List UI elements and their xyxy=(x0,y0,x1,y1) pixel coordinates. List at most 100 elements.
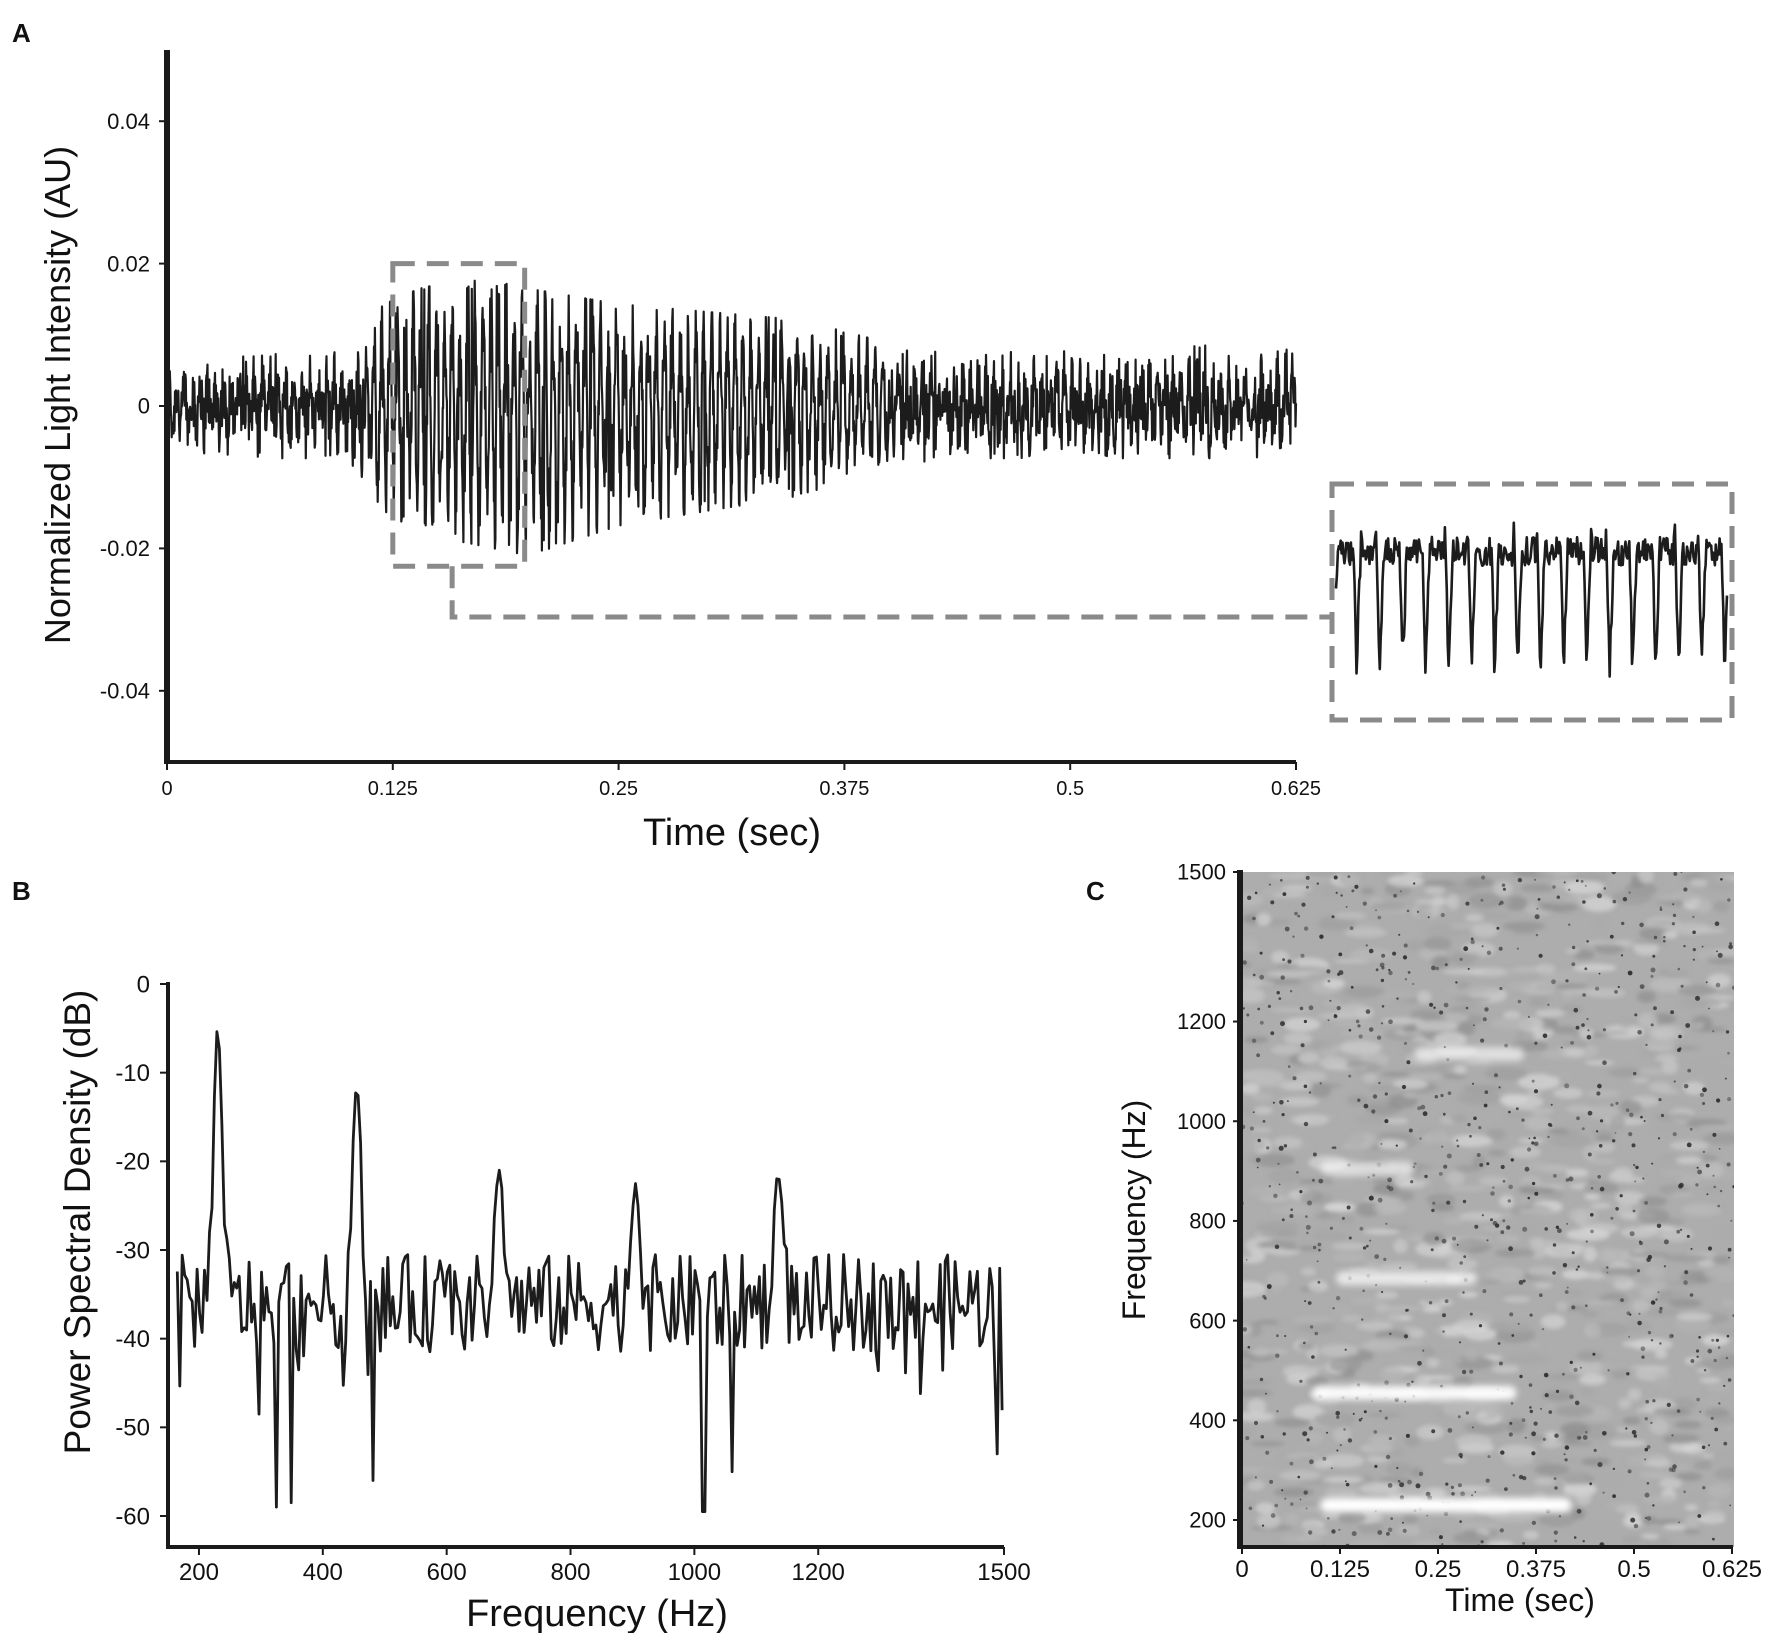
spectrogram-noise-dot xyxy=(1316,1260,1319,1263)
spectrogram-noise-dot xyxy=(1713,1185,1716,1189)
spectrogram-noise-dot xyxy=(1254,1476,1257,1479)
spectrogram-texture-patch xyxy=(1381,1017,1425,1024)
spectrogram-noise-dot xyxy=(1575,1025,1580,1030)
spectrogram-noise-dot xyxy=(1458,1341,1462,1344)
spectrogram-noise-dot xyxy=(1270,900,1275,905)
spectrogram-noise-dot xyxy=(1487,1455,1491,1459)
spectrogram-noise-dot xyxy=(1480,1038,1485,1043)
spectrogram-noise-dot xyxy=(1434,1095,1439,1099)
spectrogram-noise-dot xyxy=(1644,1201,1648,1205)
spectrogram-texture-patch xyxy=(1442,1402,1477,1418)
spectrogram-noise-dot xyxy=(1329,1226,1333,1230)
spectrogram-noise-dot xyxy=(1253,1420,1259,1426)
spectrogram-noise-dot xyxy=(1457,1483,1462,1488)
spectrogram-noise-dot xyxy=(1422,1349,1425,1352)
spectrogram-texture-patch xyxy=(1401,1486,1430,1500)
spectrogram-noise-dot xyxy=(1554,1539,1558,1543)
spectrogram-texture-patch xyxy=(1298,1052,1319,1064)
spectrogram-noise-dot xyxy=(1542,1437,1546,1441)
spectrogram-noise-dot xyxy=(1433,1006,1436,1009)
spectrogram-noise-dot xyxy=(1550,1103,1553,1106)
spectrogram-texture-patch xyxy=(1703,1396,1721,1407)
spectrogram-noise-dot xyxy=(1535,933,1539,937)
spectrogram-texture-patch xyxy=(1324,1203,1356,1212)
spectrogram-noise-dot xyxy=(1443,1002,1449,1008)
x-tick-label: 0.5 xyxy=(1617,1556,1650,1583)
spectrogram-noise-dot xyxy=(1406,1308,1410,1312)
spectrogram-noise-dot xyxy=(1380,978,1385,983)
spectrogram-texture-patch xyxy=(1377,1139,1408,1150)
spectrogram-noise-dot xyxy=(1631,1143,1636,1148)
spectrogram-texture-patch xyxy=(1344,1061,1366,1069)
spectrogram-noise-dot xyxy=(1404,1400,1407,1403)
spectrogram-noise-dot xyxy=(1371,1400,1373,1403)
spectrogram-texture-patch xyxy=(1549,1133,1592,1148)
spectrogram-noise-dot xyxy=(1582,900,1586,904)
spectrogram-noise-dot xyxy=(1499,1528,1504,1533)
spectrogram-texture-patch xyxy=(1627,1388,1642,1401)
spectrogram-noise-dot xyxy=(1672,1132,1677,1137)
spectrogram-noise-dot xyxy=(1663,1239,1669,1245)
spectrogram-noise-dot xyxy=(1388,1186,1394,1192)
spectrogram-noise-dot xyxy=(1630,1517,1636,1523)
spectrogram-texture-patch xyxy=(1583,1323,1602,1338)
spectrogram-texture-patch xyxy=(1625,1511,1640,1519)
spectrogram-texture-patch xyxy=(1360,887,1375,895)
x-tick-label: 400 xyxy=(303,1559,343,1586)
spectrogram-texture-patch xyxy=(1701,1334,1730,1346)
spectrogram-noise-dot xyxy=(1456,1244,1459,1246)
spectrogram-noise-dot xyxy=(1470,937,1474,941)
spectrogram-noise-dot xyxy=(1484,1090,1489,1094)
spectrogram-texture-patch xyxy=(1436,1059,1449,1076)
spectrogram-noise-dot xyxy=(1564,1445,1570,1450)
spectrogram-texture-patch xyxy=(1283,1032,1313,1045)
spectrogram-noise-dot xyxy=(1697,1514,1702,1518)
spectrogram-noise-dot xyxy=(1422,1111,1428,1117)
spectrogram-noise-dot xyxy=(1612,1494,1616,1498)
spectrogram-noise-dot xyxy=(1335,1296,1341,1301)
spectrogram-texture-patch xyxy=(1539,973,1571,983)
spectrogram-texture-patch xyxy=(1453,1064,1467,1075)
spectrogram-noise-dot xyxy=(1524,1436,1527,1439)
spectrogram-noise-dot xyxy=(1584,967,1588,971)
spectrogram-texture-patch xyxy=(1598,1247,1616,1264)
spectrogram-noise-dot xyxy=(1524,1166,1530,1172)
spectrogram-noise-dot xyxy=(1533,1421,1538,1426)
spectrogram-texture-patch xyxy=(1671,1289,1691,1299)
spectrogram-noise-dot xyxy=(1375,968,1379,972)
spectrogram-texture-patch xyxy=(1545,1431,1559,1441)
spectrogram-noise-dot xyxy=(1708,1007,1710,1010)
spectrogram-noise-dot xyxy=(1522,1226,1528,1232)
spectrogram-noise-dot xyxy=(1484,1007,1489,1012)
spectrogram-noise-dot xyxy=(1632,1209,1636,1213)
spectrogram-band xyxy=(1320,1161,1415,1176)
spectrogram-noise-dot xyxy=(1393,893,1397,898)
spectrogram-noise-dot xyxy=(1586,1017,1589,1021)
spectrogram-noise-dot xyxy=(1673,872,1678,876)
spectrogram-noise-dot xyxy=(1506,1225,1511,1230)
spectrogram-noise-dot xyxy=(1348,1236,1352,1240)
spectrogram-texture-patch xyxy=(1242,1281,1267,1298)
spectrogram-texture-patch xyxy=(1384,1118,1409,1124)
spectrogram-noise-dot xyxy=(1483,1103,1488,1108)
panel-b-x-ticks: 200 400 600 800 1000 1200 1500 xyxy=(179,1547,1031,1586)
spectrogram-noise-dot xyxy=(1451,1492,1455,1496)
spectrogram-noise-dot xyxy=(1657,1291,1660,1294)
spectrogram-noise-dot xyxy=(1486,950,1492,955)
spectrogram-noise-dot xyxy=(1621,921,1625,926)
spectrogram-noise-dot xyxy=(1467,967,1470,970)
spectrogram-texture-patch xyxy=(1409,1073,1446,1080)
spectrogram-noise-dot xyxy=(1424,1174,1428,1179)
spectrogram-noise-dot xyxy=(1690,1359,1695,1363)
spectrogram-noise-dot xyxy=(1278,997,1282,1000)
spectrogram-noise-dot xyxy=(1333,875,1338,880)
spectrogram-texture-patch xyxy=(1269,1007,1312,1013)
spectrogram-noise-dot xyxy=(1266,1146,1270,1150)
spectrogram-noise-dot xyxy=(1331,1529,1336,1534)
spectrogram-texture-patch xyxy=(1276,963,1300,968)
spectrogram-noise-dot xyxy=(1450,1485,1454,1489)
spectrogram-texture-patch xyxy=(1337,1215,1355,1224)
spectrogram-noise-dot xyxy=(1606,1271,1609,1274)
spectrogram-noise-dot xyxy=(1518,1280,1524,1285)
spectrogram-noise-dot xyxy=(1407,1479,1412,1485)
